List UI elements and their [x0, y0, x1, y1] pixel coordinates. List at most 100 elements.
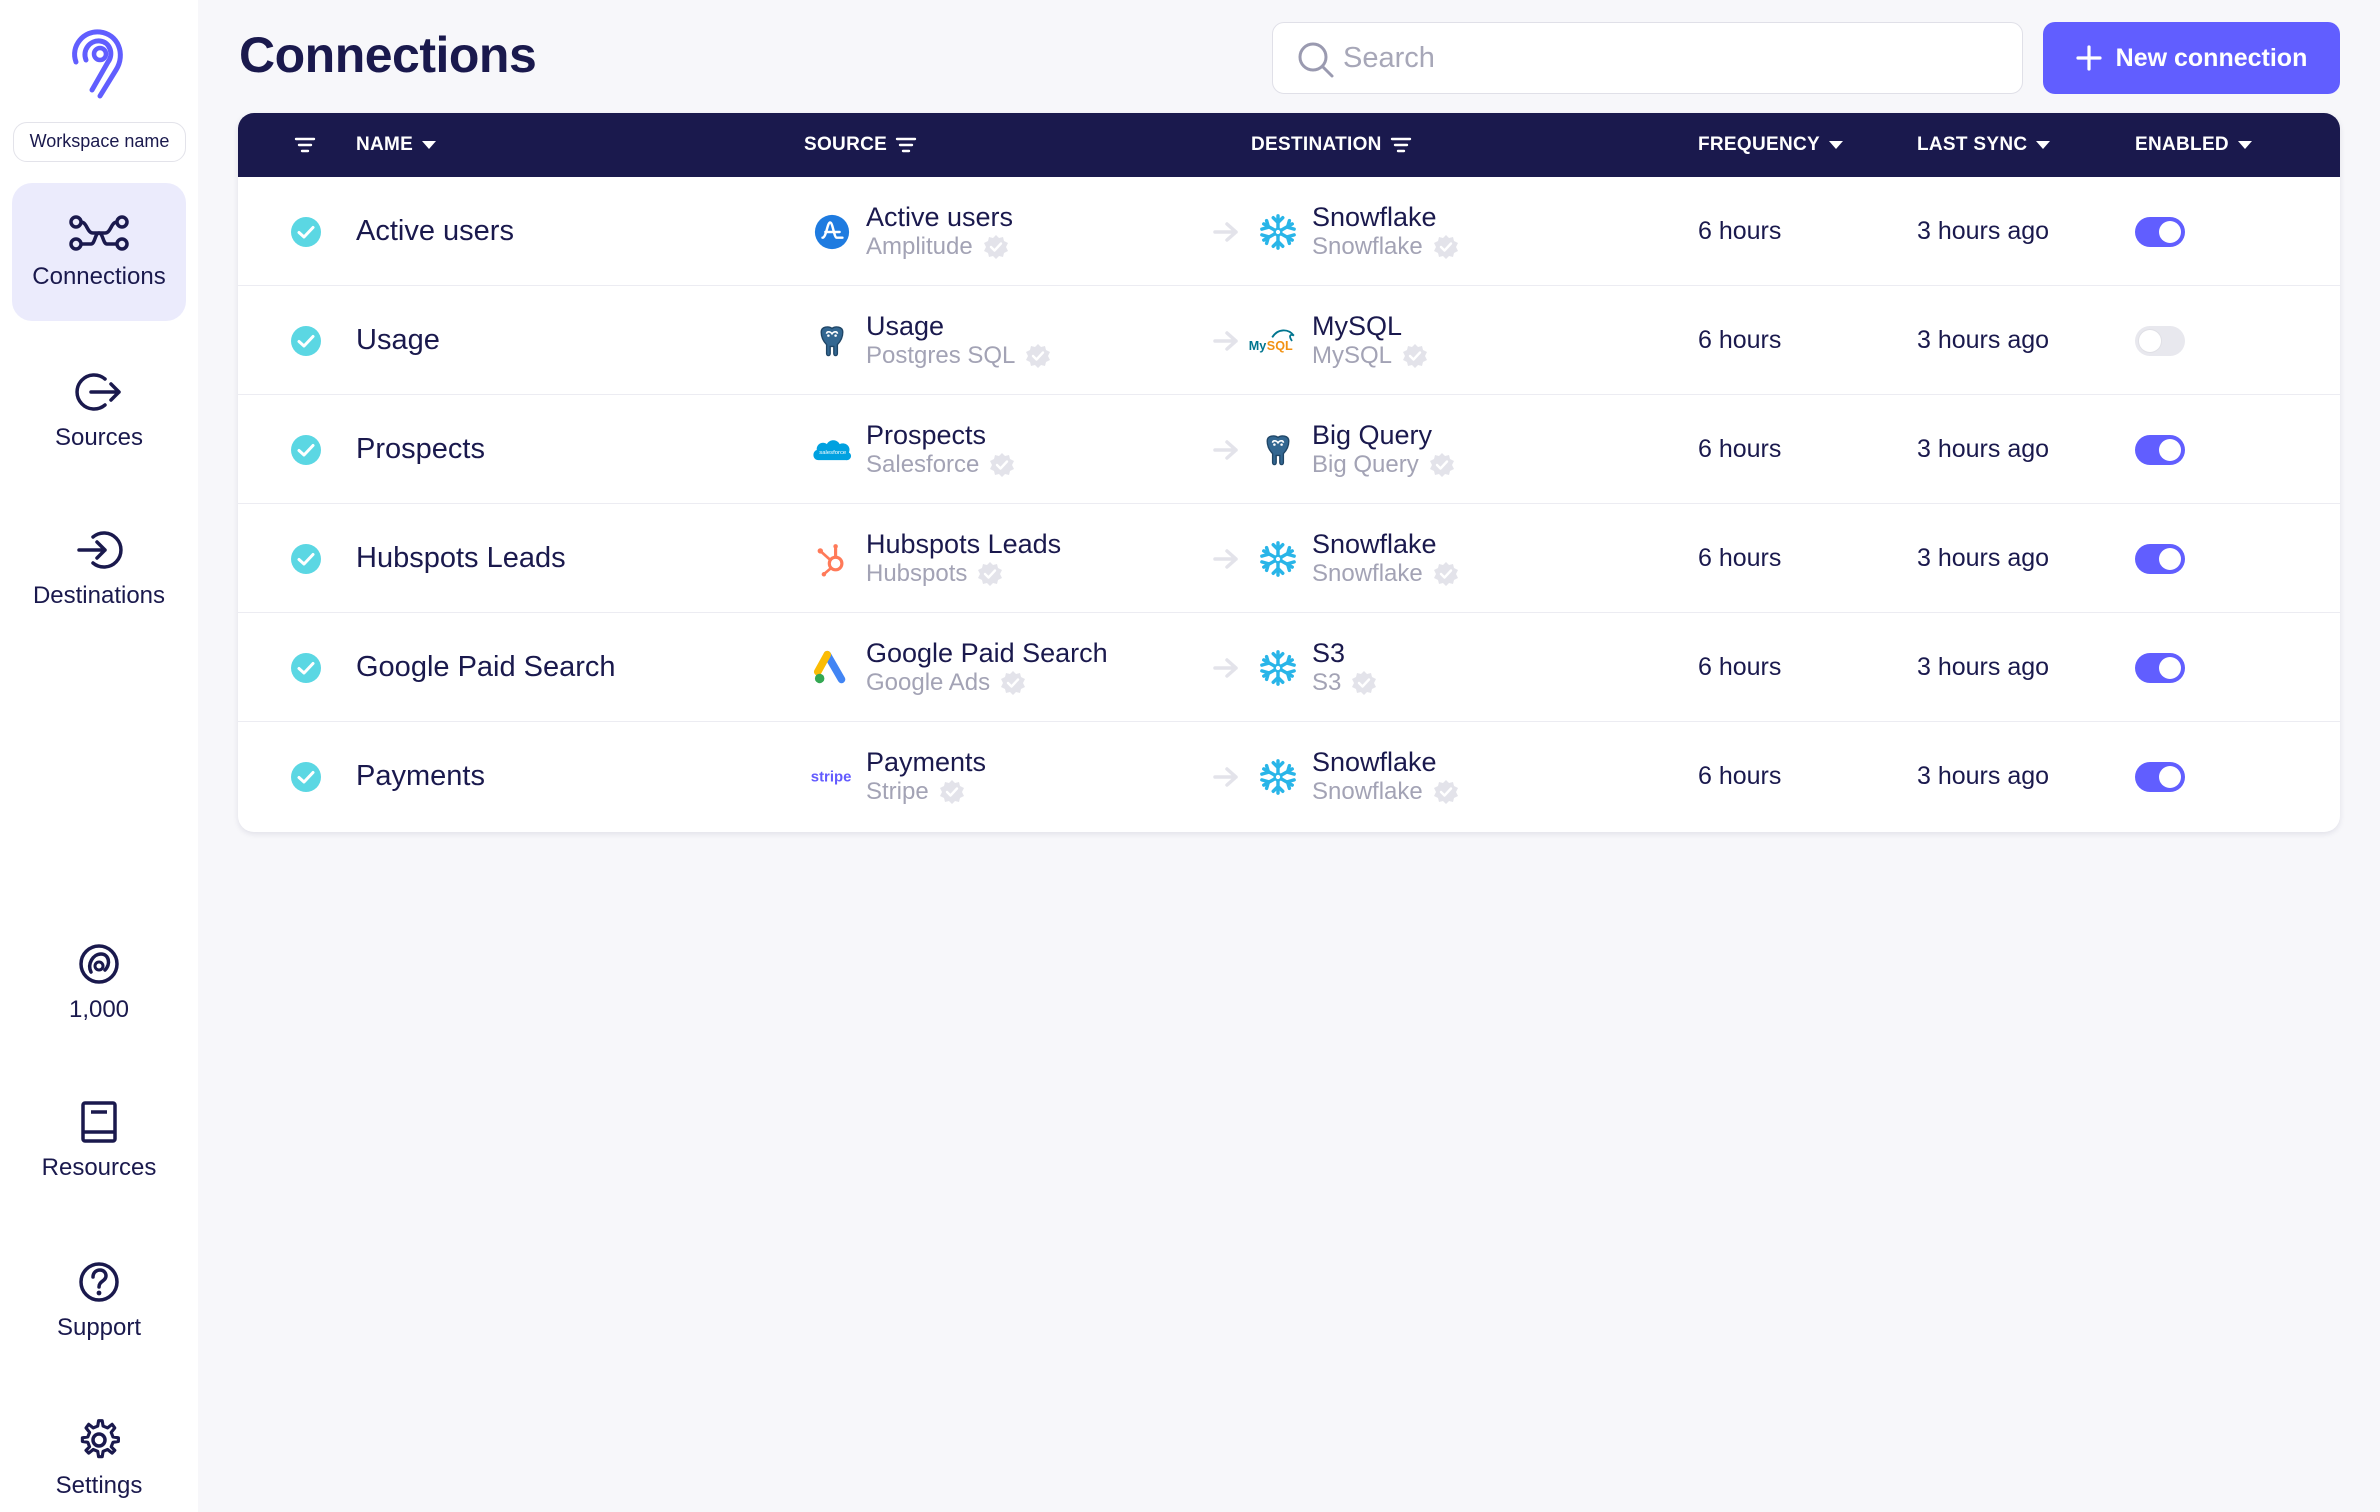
destination-cell[interactable]: Snowflake Snowflake — [1256, 722, 1459, 831]
enabled-toggle[interactable] — [2135, 652, 2185, 683]
verified-icon — [990, 452, 1015, 477]
source-cell[interactable]: Usage Postgres SQL — [810, 286, 1051, 395]
source-type: Amplitude — [866, 232, 973, 260]
nav-credits[interactable]: 1,000 — [12, 942, 186, 1024]
enabled-toggle[interactable] — [2135, 761, 2185, 792]
salesforce-logo-icon: salesforce — [810, 428, 854, 472]
postgres-logo-icon — [1256, 428, 1300, 472]
source-cell[interactable]: stripe Payments Stripe — [810, 722, 986, 831]
destination-cell[interactable]: Snowflake Snowflake — [1256, 504, 1459, 613]
column-last-sync[interactable]: LAST SYNC — [1917, 113, 2051, 177]
destination-cell[interactable]: Snowflake Snowflake — [1256, 177, 1459, 286]
connection-name[interactable]: Hubspots Leads — [356, 542, 566, 574]
nav-support[interactable]: Support — [12, 1260, 186, 1342]
last-sync-value: 3 hours ago — [1917, 653, 2050, 681]
filter-icon — [1390, 137, 1411, 153]
connection-name-cell[interactable]: Active users — [356, 177, 514, 286]
help-icon — [79, 1262, 119, 1302]
verified-icon — [978, 561, 1003, 586]
destination-type: MySQL — [1312, 341, 1393, 369]
connection-name-cell[interactable]: Hubspots Leads — [356, 504, 566, 613]
workspace-selector[interactable]: Workspace name — [13, 122, 186, 162]
destination-cell[interactable]: My SQL MySQL MySQL — [1249, 286, 1428, 395]
enabled-toggle[interactable] — [2135, 325, 2185, 356]
frequency-cell: 6 hours — [1698, 504, 1781, 613]
connection-name[interactable]: Payments — [356, 760, 485, 792]
column-name[interactable]: NAME — [356, 113, 437, 177]
status-success-icon — [291, 543, 321, 574]
filter-icon — [895, 137, 917, 153]
connection-name[interactable]: Active users — [356, 215, 514, 247]
frequency-value: 6 hours — [1698, 435, 1782, 463]
nav-sources-label: Sources — [54, 424, 144, 451]
nav-settings-label: Settings — [55, 1472, 143, 1499]
nav-connections[interactable]: Connections — [12, 183, 186, 321]
column-enabled-label: ENABLED — [2135, 134, 2229, 155]
airbyte-logo-icon[interactable] — [62, 26, 136, 100]
column-frequency[interactable]: FREQUENCY — [1698, 113, 1844, 177]
verified-icon — [1026, 343, 1051, 368]
table-row[interactable]: Payments stripe Payments Stripe Snowflak… — [238, 722, 2340, 831]
source-type: Stripe — [866, 777, 929, 805]
column-source[interactable]: SOURCE — [804, 113, 917, 177]
snowflake-logo-icon — [1256, 210, 1300, 254]
nav-sources[interactable]: Sources — [12, 370, 186, 452]
nav-destinations[interactable]: Destinations — [12, 528, 186, 610]
table-row[interactable]: Prospects salesforce Prospects Salesforc… — [238, 395, 2340, 504]
table-row[interactable]: Google Paid Search Google Paid Search Go… — [238, 613, 2340, 722]
search-input[interactable] — [1343, 35, 2003, 81]
enabled-cell — [2135, 177, 2185, 286]
enabled-toggle[interactable] — [2135, 434, 2185, 465]
connection-name[interactable]: Usage — [356, 324, 440, 356]
connection-name-cell[interactable]: Payments — [356, 722, 485, 831]
connection-name-cell[interactable]: Prospects — [356, 395, 485, 504]
destination-name: MySQL — [1312, 310, 1403, 341]
last-sync-value: 3 hours ago — [1917, 762, 2050, 790]
filter-all-button[interactable] — [294, 113, 316, 177]
hubspot-logo-icon — [810, 537, 854, 581]
connection-name[interactable]: Prospects — [356, 433, 485, 465]
arrow-cell — [1212, 613, 1240, 722]
nav-resources[interactable]: Resources — [12, 1100, 186, 1182]
status-success-icon — [291, 761, 321, 792]
postgres-logo-icon — [810, 319, 854, 363]
source-cell[interactable]: Active users Amplitude — [810, 177, 1013, 286]
table-row[interactable]: Active users Active users Amplitude Snow… — [238, 177, 2340, 286]
new-connection-button[interactable]: New connection — [2043, 22, 2340, 94]
connection-name-cell[interactable]: Google Paid Search — [356, 613, 616, 722]
destination-cell[interactable]: S3 S3 — [1256, 613, 1377, 722]
last-sync-cell: 3 hours ago — [1917, 722, 2049, 831]
destination-cell[interactable]: Big Query Big Query — [1256, 395, 1455, 504]
sort-down-icon — [422, 141, 437, 149]
frequency-value: 6 hours — [1698, 326, 1782, 354]
column-enabled[interactable]: ENABLED — [2135, 113, 2253, 177]
status-icon-cell — [290, 722, 322, 831]
frequency-cell: 6 hours — [1698, 613, 1781, 722]
enabled-cell — [2135, 722, 2185, 831]
source-name: Google Paid Search — [866, 637, 1108, 668]
search-box[interactable] — [1272, 22, 2023, 94]
column-source-label: SOURCE — [804, 134, 888, 155]
connection-name[interactable]: Google Paid Search — [356, 651, 616, 683]
connection-name-cell[interactable]: Usage — [356, 286, 440, 395]
source-cell[interactable]: Hubspots Leads Hubspots — [810, 504, 1061, 613]
source-cell[interactable]: Google Paid Search Google Ads — [810, 613, 1108, 722]
destination-type: S3 — [1312, 668, 1342, 696]
enabled-toggle[interactable] — [2135, 543, 2185, 574]
column-destination[interactable]: DESTINATION — [1251, 113, 1412, 177]
source-type: Hubspots — [866, 559, 968, 587]
status-success-icon — [291, 652, 321, 683]
arrow-cell — [1212, 722, 1240, 831]
sort-down-icon — [1829, 141, 1843, 149]
source-cell[interactable]: salesforce Prospects Salesforce — [810, 395, 1015, 504]
enabled-toggle[interactable] — [2135, 216, 2185, 247]
table-row[interactable]: Hubspots Leads Hubspots Leads Hubspots S… — [238, 504, 2340, 613]
frequency-cell: 6 hours — [1698, 395, 1781, 504]
destination-name: Snowflake — [1312, 746, 1437, 777]
last-sync-value: 3 hours ago — [1917, 435, 2050, 463]
table-row[interactable]: Usage Usage Postgres SQL My SQL MySQL MyS… — [238, 286, 2340, 395]
frequency-value: 6 hours — [1698, 653, 1782, 681]
status-icon-cell — [290, 286, 322, 395]
nav-settings[interactable]: Settings — [12, 1418, 186, 1500]
credits-icon — [79, 944, 119, 984]
